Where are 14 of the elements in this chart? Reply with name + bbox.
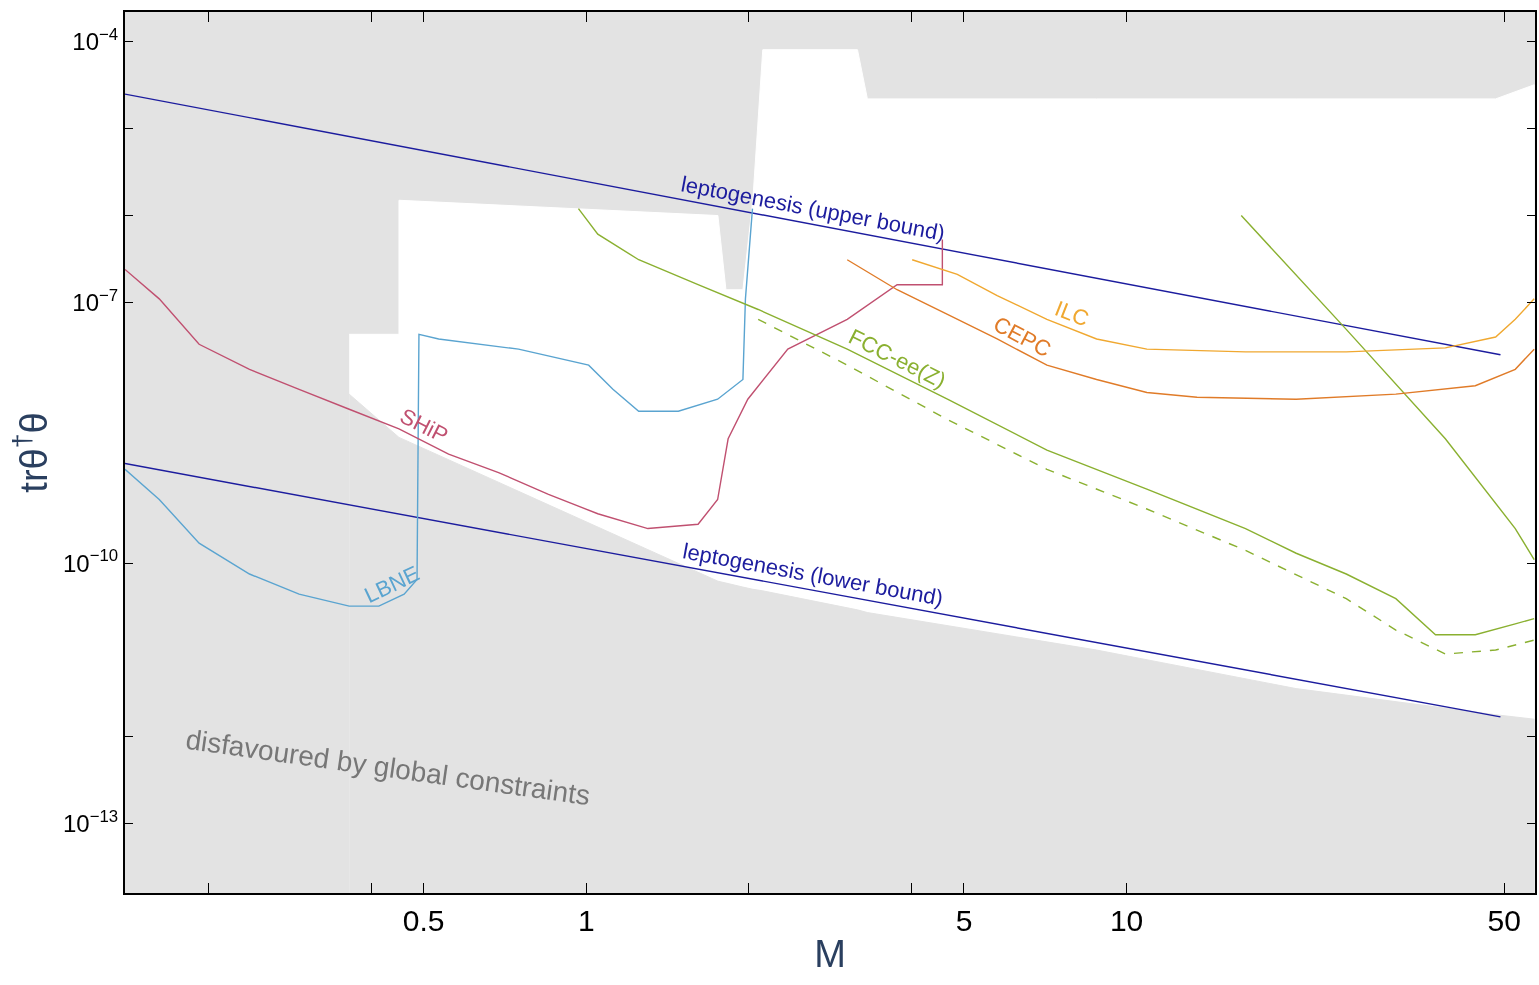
text: SHiP <box>396 403 453 449</box>
y-tick-label: 10$^{−10}$ <box>63 546 119 577</box>
y-tick-label: 10$^{−4}$ <box>72 25 119 56</box>
y-tick-label: 10$^{−13}$ <box>63 807 119 838</box>
text: LBNE <box>360 560 424 608</box>
x-axis-title: M <box>814 932 846 975</box>
x-tick-label: 1 <box>577 904 595 937</box>
annotation: disfavoured by global constraints <box>183 723 592 812</box>
y-tick-label: 10$^{−7}$ <box>72 285 119 316</box>
x-tick-label: 50 <box>1487 904 1521 937</box>
text: ILC <box>1051 295 1093 332</box>
x-tick-label: 10 <box>1109 904 1144 937</box>
x-tick-label: 0.5 <box>402 904 445 937</box>
x-tick-label: 5 <box>955 904 973 937</box>
